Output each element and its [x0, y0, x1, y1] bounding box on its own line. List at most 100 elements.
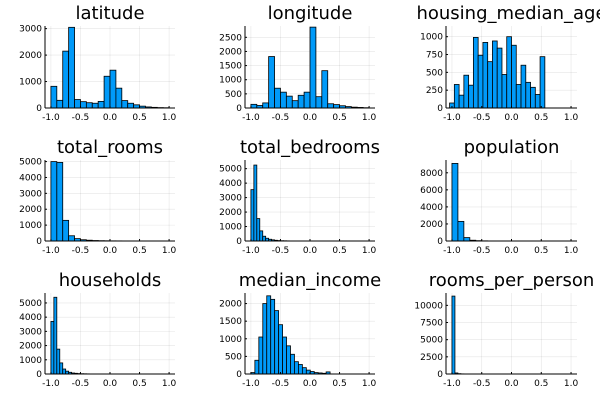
histogram-bar [115, 87, 123, 109]
y-tick-label: 250 [426, 86, 443, 96]
histogram-bar [62, 219, 70, 242]
y-tick-label: 1000 [219, 223, 242, 233]
x-tick-label: 0.5 [332, 113, 346, 123]
subplot-population: population -1.0 -0.5 0.0 0.5 1.0 0 2000 4000 6000… [420, 137, 578, 256]
subplot-title: median_income [239, 270, 381, 291]
x-tick-label: 1.0 [362, 246, 377, 256]
x-tick-label: 0.5 [332, 246, 346, 256]
x-tick-label: -0.5 [272, 113, 290, 123]
histogram-bar [270, 298, 276, 375]
histogram-bar [477, 54, 484, 109]
histogram-bar [309, 26, 317, 109]
histogram-bar [501, 74, 508, 109]
y-tick-label: 4000 [19, 173, 42, 183]
subplot-households: households -1.0 -0.5 0.0 0.5 1.0 0 1000 2000 3000… [19, 270, 176, 389]
y-tick-label: 0 [236, 104, 242, 114]
x-tick-label: 1.0 [162, 246, 177, 256]
histogram-bar [50, 321, 55, 375]
histogram-bar [282, 336, 287, 375]
y-tick-label: 1000 [219, 335, 242, 345]
subplot-median-income: median_income -1.0 -0.5 0.0 0.5 1.0 0 500 1000 15… [219, 270, 381, 389]
y-tick-label: 0 [36, 104, 42, 114]
x-tick-label: -0.5 [72, 246, 90, 256]
histogram-bar [515, 84, 522, 109]
y-tick-label: 5000 [420, 336, 443, 346]
x-tick-label: -0.5 [272, 379, 290, 389]
histogram-bar [451, 163, 459, 242]
histogram-bar [487, 61, 493, 109]
x-tick-label: -1.0 [42, 379, 60, 389]
histogram-bar [492, 40, 498, 109]
histogram-bar [74, 99, 81, 109]
subplot-title: longitude [268, 3, 353, 24]
y-tick-label: 3000 [19, 327, 42, 337]
y-tick-label: 3000 [19, 25, 42, 35]
subplot-rooms-per-person: rooms_per_person -1.0 -0.5 0.0 0.5 1.0 0 2500 50… [414, 270, 594, 389]
y-tick-label: 0 [236, 237, 242, 247]
x-tick-label: 0.0 [303, 113, 318, 123]
histogram-bar [511, 44, 517, 109]
y-tick-label: 1000 [19, 356, 42, 366]
x-tick-label: 0.5 [332, 379, 346, 389]
histogram-bar [530, 86, 536, 109]
y-tick-label: 2500 [420, 353, 443, 363]
y-tick-label: 8000 [420, 169, 443, 179]
y-tick-label: 5000 [19, 158, 42, 168]
y-tick-label: 750 [426, 51, 443, 61]
histogram-bar [250, 189, 255, 242]
histogram-bar [457, 220, 465, 242]
x-tick-label: 1.0 [162, 379, 177, 389]
y-tick-label: 0 [437, 237, 443, 247]
x-tick-label: 0.0 [504, 379, 519, 389]
histogram-bar [285, 95, 293, 109]
y-tick-label: 2000 [19, 342, 42, 352]
x-tick-label: -0.5 [72, 379, 90, 389]
histogram-bar [294, 361, 299, 375]
histogram-bar [301, 367, 307, 375]
histogram-bar [50, 161, 58, 242]
histogram-bar [463, 74, 470, 109]
x-tick-label: -0.5 [72, 113, 90, 123]
histogram-bar [451, 295, 456, 375]
histogram-bar [103, 75, 111, 109]
x-tick-label: 0.5 [132, 113, 146, 123]
histogram-bar [56, 348, 61, 375]
y-tick-label: 2000 [19, 205, 42, 215]
x-tick-label: 1.0 [564, 246, 579, 256]
histogram-bar [525, 81, 531, 109]
x-tick-label: -1.0 [242, 379, 260, 389]
histogram-bar [315, 96, 323, 109]
x-tick-label: 0.5 [132, 246, 146, 256]
histogram-bar [62, 50, 70, 109]
x-tick-label: 0.0 [303, 379, 318, 389]
x-tick-label: 1.0 [162, 113, 177, 123]
subplot-title: households [59, 270, 162, 291]
x-tick-label: 1.0 [362, 113, 377, 123]
x-tick-label: -0.5 [473, 246, 491, 256]
histogram-bar [68, 26, 75, 109]
histogram-bar [290, 353, 295, 375]
histogram-bar [91, 102, 99, 109]
subplot-title: latitude [75, 3, 144, 24]
histogram-bar [262, 303, 268, 375]
subplot-longitude: longitude -1.0 -0.5 0.0 0.5 1.0 0 500 1000 1500 20… [219, 3, 376, 123]
histogram-bar [520, 64, 527, 109]
subplot-total-rooms: total_rooms -1.0 -0.5 0.0 0.5 1.0 0 1000 2000 300… [19, 137, 176, 256]
histogram-bar [268, 56, 275, 109]
subplot-total-bedrooms: total_bedrooms -1.0 -0.5 0.0 0.5 1.0 0 1000 2000… [219, 137, 380, 256]
x-tick-label: -1.0 [242, 113, 260, 123]
y-tick-label: 500 [225, 352, 242, 362]
histogram-bar [253, 164, 258, 242]
histogram-bar [274, 87, 281, 109]
histogram-bar [274, 310, 280, 375]
subplot-title: total_rooms [57, 137, 163, 158]
x-tick-label: -1.0 [242, 246, 260, 256]
histogram-bar [127, 102, 135, 109]
y-tick-label: 1000 [420, 33, 443, 43]
histogram-bar [62, 368, 67, 375]
histogram-bar [80, 101, 87, 109]
x-tick-label: 1.0 [564, 379, 579, 389]
x-tick-label: -1.0 [42, 246, 60, 256]
y-tick-label: 4000 [19, 313, 42, 323]
